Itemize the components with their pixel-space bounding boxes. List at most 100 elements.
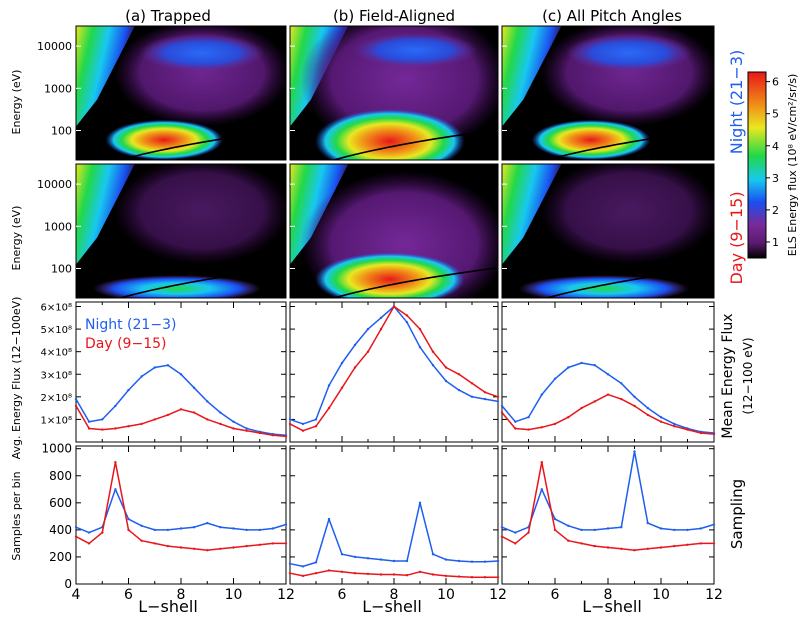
day-series-point	[470, 576, 474, 579]
day-series-point	[553, 528, 557, 532]
day-series-point	[646, 547, 649, 550]
day-series-point	[659, 546, 663, 549]
xlabel-field-aligned: L−shell	[362, 597, 422, 616]
day-series-point	[114, 461, 117, 464]
day-series-point	[392, 573, 396, 576]
night-series-point	[659, 416, 663, 419]
sampling-panel-all-pitch-angles: 6 8 10 12	[500, 445, 723, 603]
night-series-point	[219, 411, 222, 414]
plot-xtick-label: 12	[489, 587, 507, 603]
day-series-point	[340, 570, 344, 573]
day-series-point	[620, 547, 623, 550]
night-series-point	[392, 559, 396, 563]
plot-frame	[75, 445, 287, 585]
night-series-point	[553, 517, 557, 521]
night-series-point	[540, 393, 543, 396]
night-series-point	[431, 364, 435, 367]
spectrogram-ylabel-night: Energy (eV)	[10, 70, 23, 135]
night-series-point	[593, 528, 596, 532]
day-series-point	[153, 418, 156, 421]
day-series-point	[500, 411, 504, 414]
night-series-point	[593, 364, 596, 367]
day-series-point	[366, 350, 370, 353]
night-series-point	[284, 523, 288, 526]
night-series-point	[457, 388, 461, 392]
night-series-point	[127, 517, 130, 521]
day-series-point	[392, 305, 396, 308]
day-series-point	[580, 542, 583, 545]
day-series-point	[271, 434, 275, 437]
day-series-point	[593, 400, 596, 403]
day-series-point	[219, 422, 222, 426]
day-series-point	[140, 422, 143, 426]
night-series-point	[87, 531, 91, 534]
day-series-point	[673, 425, 676, 428]
day-series-point	[470, 382, 474, 385]
night-series-point	[232, 527, 235, 530]
colorbar-tick-label: 3	[772, 172, 779, 185]
night-series-point	[153, 366, 156, 369]
night-series-point	[288, 418, 292, 421]
day-series-point	[192, 547, 196, 550]
night-series-point	[431, 553, 435, 556]
night-series-point	[353, 343, 357, 347]
night-series-point	[301, 422, 305, 426]
day-series-point	[219, 547, 222, 550]
spectrogram-low-energy-flux	[314, 252, 465, 298]
spectrogram-haze	[540, 164, 714, 265]
plot-ytick-label: 1×10⁸	[41, 415, 72, 426]
day-series-point	[633, 404, 636, 408]
night-series-point	[470, 395, 474, 398]
plot-ytick-label: 200	[49, 550, 72, 564]
day-series-point	[232, 427, 235, 430]
night-series-point	[633, 450, 636, 453]
plot-ytick-label: 3×10⁸	[41, 370, 72, 381]
spectrogram-high-energy-flux	[139, 34, 265, 72]
plot-ytick-label: 4×10⁸	[41, 348, 72, 359]
night-series-point	[271, 527, 275, 530]
plot-ytick-label: 400	[49, 523, 72, 537]
row-label-flux: Mean Energy Flux	[720, 313, 736, 438]
night-series-point	[166, 364, 170, 367]
day-series-point	[540, 461, 543, 464]
day-series-point	[418, 327, 422, 331]
night-series-point	[245, 427, 248, 430]
night-series-point	[483, 397, 487, 401]
day-series-point	[620, 397, 623, 401]
colorbar-tick-label: 2	[772, 204, 779, 217]
night-series-point	[179, 527, 183, 530]
night-series-point	[673, 422, 676, 426]
plot-xtick-label: 6	[338, 587, 347, 603]
day-series-point	[686, 543, 689, 546]
plot-frame	[289, 445, 499, 585]
colorbar-tick-label: 6	[772, 76, 779, 89]
day-series-point	[206, 418, 209, 421]
night-series-point	[87, 420, 91, 423]
row-label-sampling: Sampling	[728, 479, 746, 549]
plot-xtick-label: 8	[390, 587, 399, 603]
night-series-point	[366, 327, 370, 331]
day-series-point	[340, 386, 344, 389]
night-series-point	[633, 395, 636, 398]
spectrogram-corner-flux	[502, 164, 562, 265]
plot-frame	[501, 301, 715, 443]
night-series-point	[500, 526, 504, 529]
xlabel-all-pitch-angles: L−shell	[582, 597, 642, 616]
day-series-point	[192, 411, 196, 414]
plot-ytick-label: 1000	[41, 442, 72, 456]
day-series-point	[288, 422, 292, 426]
plot-xtick-label: 10	[225, 587, 243, 603]
day-series-point	[567, 539, 570, 542]
day-series-point	[580, 406, 583, 410]
row-label-flux-sub: (12−100 eV)	[741, 338, 755, 415]
day-series-point	[271, 542, 275, 545]
spectrogram-corner-flux	[76, 26, 135, 127]
day-series-point	[633, 549, 636, 552]
night-series-point	[232, 420, 235, 423]
day-series-point	[646, 413, 649, 417]
spectrogram-low-energy-flux	[314, 109, 465, 160]
night-series-point	[114, 488, 117, 491]
spectrogram-ytick-label: 1000	[44, 82, 72, 95]
day-series-point	[699, 542, 702, 545]
